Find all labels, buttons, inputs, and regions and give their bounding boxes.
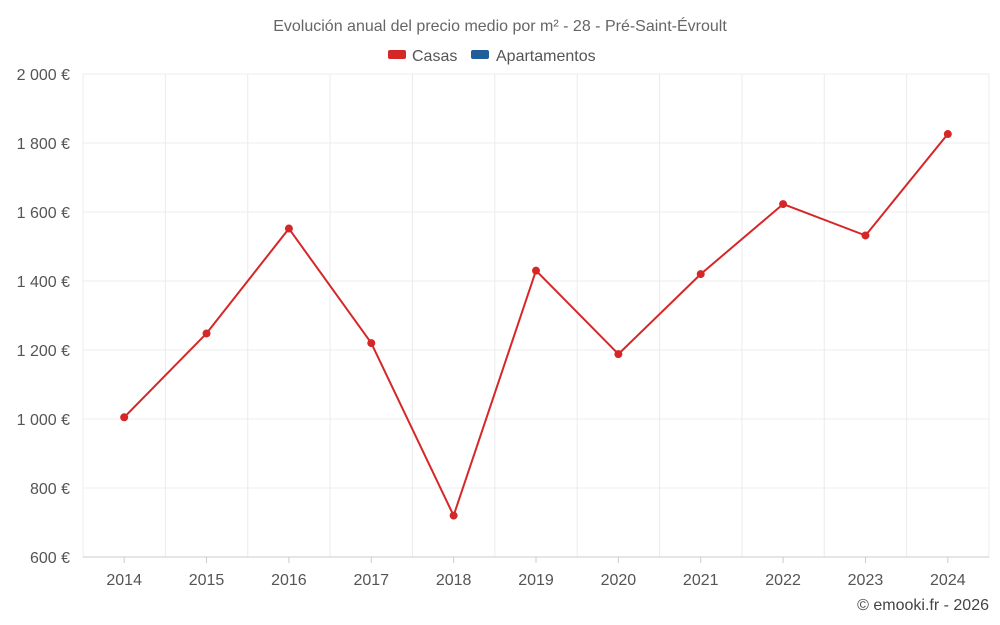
legend-swatch-apartamentos <box>471 50 489 59</box>
data-point-casas[interactable] <box>202 329 211 338</box>
legend: Casas Apartamentos <box>388 48 596 65</box>
x-tick-label: 2020 <box>601 572 637 589</box>
y-tick-label: 1 400 € <box>17 274 70 291</box>
data-point-casas[interactable] <box>614 350 623 359</box>
data-point-casas[interactable] <box>284 224 293 233</box>
legend-swatch-casas <box>388 50 406 59</box>
data-point-casas[interactable] <box>696 270 705 279</box>
x-tick-label: 2018 <box>436 572 472 589</box>
y-tick-label: 800 € <box>30 481 70 498</box>
x-tick-label: 2024 <box>930 572 966 589</box>
grid <box>82 73 990 557</box>
y-tick-label: 2 000 € <box>17 67 70 84</box>
data-point-casas[interactable] <box>861 231 870 240</box>
legend-label-casas: Casas <box>412 48 457 65</box>
y-tick-label: 1 800 € <box>17 136 70 153</box>
x-tick-label: 2016 <box>271 572 307 589</box>
y-tick-label: 600 € <box>30 550 70 567</box>
legend-label-apartamentos: Apartamentos <box>496 48 596 65</box>
data-point-casas[interactable] <box>532 266 540 275</box>
legend-item-casas[interactable]: Casas <box>388 48 457 65</box>
x-tick-label: 2022 <box>765 572 801 589</box>
x-tick-label: 2021 <box>683 572 719 589</box>
data-point-casas[interactable] <box>367 339 376 348</box>
y-tick-label: 1 200 € <box>17 343 70 360</box>
legend-item-apartamentos[interactable]: Apartamentos <box>471 48 596 65</box>
x-tick-label: 2017 <box>353 572 389 589</box>
data-point-casas[interactable] <box>943 130 952 139</box>
x-tick-label: 2015 <box>189 572 225 589</box>
series-layer <box>120 130 952 520</box>
x-tick-label: 2019 <box>518 572 554 589</box>
x-tick-label: 2023 <box>848 572 884 589</box>
x-tick-label: 2014 <box>106 572 142 589</box>
y-tick-label: 1 000 € <box>17 412 70 429</box>
data-point-casas[interactable] <box>120 413 129 422</box>
data-point-casas[interactable] <box>449 511 458 520</box>
chart-title: Evolución anual del precio medio por m² … <box>273 16 727 35</box>
axes: 600 € 800 € 1 000 € 1 200 € 1 400 € 1 600 € 1 … <box>17 67 989 589</box>
copyright-credit: © emooki.fr - 2026 <box>857 597 989 614</box>
y-tick-label: 1 600 € <box>17 205 70 222</box>
data-point-casas[interactable] <box>779 200 788 209</box>
